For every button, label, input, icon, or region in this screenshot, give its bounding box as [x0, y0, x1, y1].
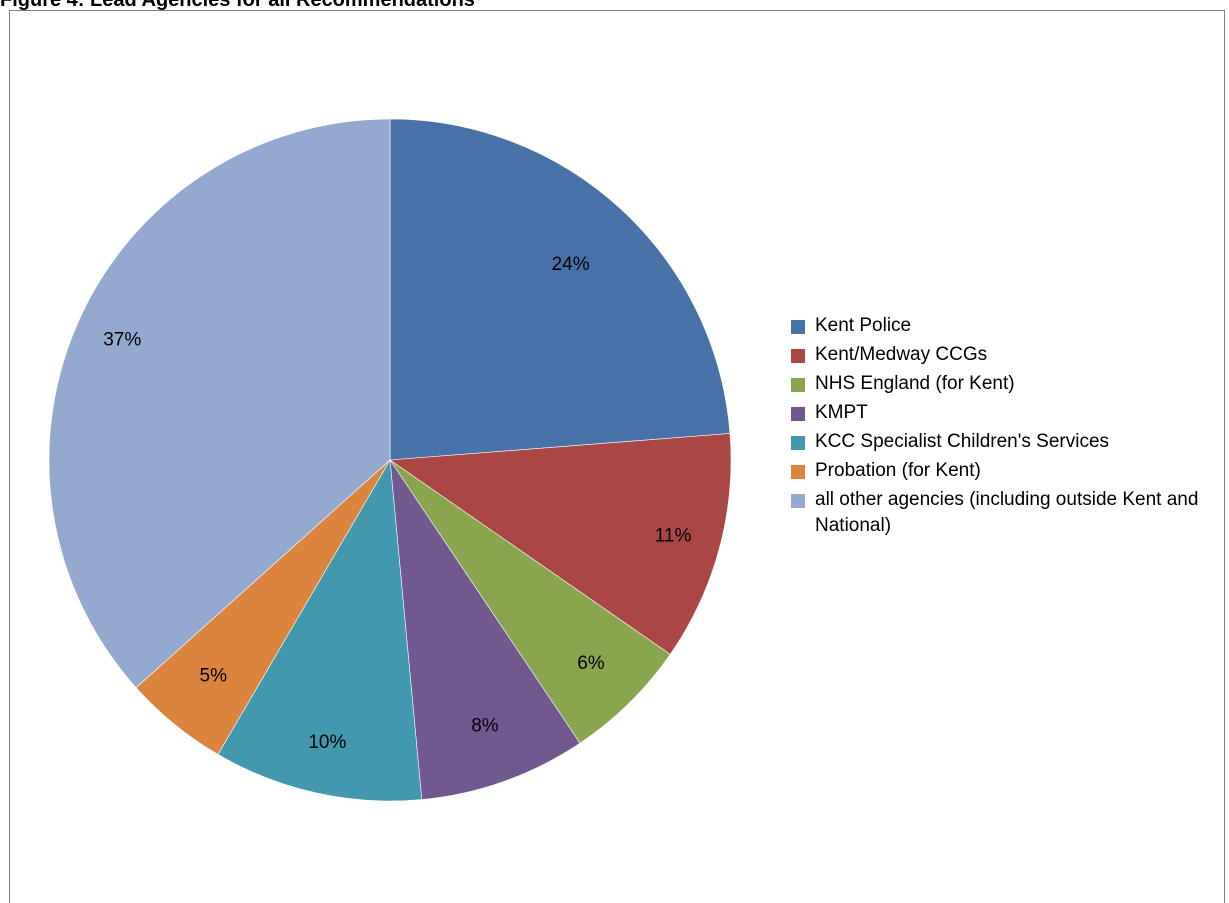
legend-label: Kent/Medway CCGs	[815, 344, 988, 365]
legend-item: all other agencies (including outside Ke…	[789, 487, 1219, 539]
slice-label-5: 10%	[308, 732, 346, 753]
slice-label-6: 5%	[200, 666, 228, 687]
slice-label-1: 24%	[552, 254, 590, 275]
legend-swatch	[791, 465, 805, 479]
pie-slice-4	[389, 459, 581, 800]
legend-swatch	[791, 436, 805, 450]
slice-label-2: 11%	[655, 526, 692, 547]
legend-swatch	[791, 320, 805, 334]
pie-slice-5	[217, 459, 423, 802]
legend-label: KMPT	[815, 402, 868, 423]
legend-swatch	[791, 349, 805, 363]
legend-item: Kent/Medway CCGs	[789, 342, 1219, 368]
legend-swatch	[791, 407, 805, 421]
legend-label: NHS England (for Kent)	[815, 373, 1015, 394]
pie-slices	[48, 118, 732, 802]
legend-item: NHS England (for Kent)	[789, 371, 1219, 397]
figure-title: Figure 4: Lead Agencies for all Recommen…	[0, 0, 475, 11]
legend-label: Kent Police	[815, 315, 912, 336]
legend-swatch	[791, 494, 805, 508]
pie-slice-1	[389, 118, 731, 461]
legend-label: all other agencies (including outside Ke…	[815, 489, 1199, 536]
pie-slice-labels: 24% 11% 6% 8% 10% 5% 37%	[103, 254, 691, 753]
legend: Kent Police Kent/Medway CCGs NHS England (…	[789, 313, 1219, 542]
legend-item: KCC Specialist Children's Services	[789, 429, 1219, 455]
legend-item: Probation (for Kent)	[789, 458, 1219, 484]
legend-item: KMPT	[789, 400, 1219, 426]
legend-swatch	[791, 378, 805, 392]
legend-label: Probation (for Kent)	[815, 460, 981, 481]
pie-slice-7	[48, 118, 391, 689]
slice-label-3: 6%	[577, 653, 605, 674]
slice-label-7: 37%	[103, 329, 141, 350]
slice-label-4: 8%	[471, 716, 499, 737]
legend-label: KCC Specialist Children's Services	[815, 431, 1110, 452]
legend-item: Kent Police	[789, 313, 1219, 339]
pie-slice-3	[389, 459, 671, 744]
pie-slice-2	[389, 433, 732, 655]
